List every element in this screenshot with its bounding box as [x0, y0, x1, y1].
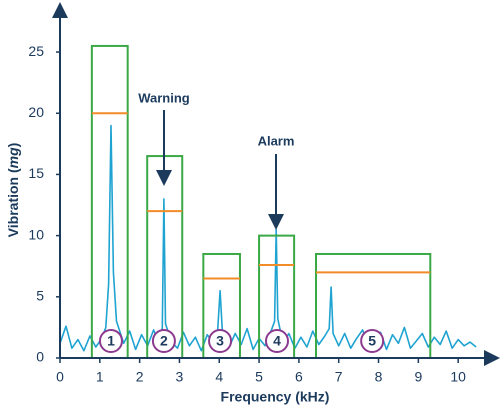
band-marker — [151, 329, 176, 353]
x-tick-label: 6 — [295, 369, 303, 385]
y-title-part: mg — [5, 147, 21, 168]
band-marker — [98, 329, 123, 353]
band-label: 4 — [273, 333, 281, 349]
x-tick-label: 4 — [215, 369, 223, 385]
x-tick-label: 8 — [375, 369, 383, 385]
x-axis-title: Frequency (kHz) — [221, 389, 330, 405]
band-label: 5 — [368, 333, 376, 349]
x-tick-label: 1 — [96, 369, 104, 385]
y-title-part: Vibration ( — [5, 168, 21, 237]
band-label: 3 — [216, 333, 224, 349]
x-tick-label: 2 — [136, 369, 144, 385]
band-marker — [264, 329, 289, 353]
y-title-part: ) — [5, 143, 21, 148]
band-marker — [360, 329, 385, 353]
y-tick-label: 10 — [28, 226, 44, 242]
x-tick-label: 10 — [450, 369, 466, 385]
x-tick-label: 5 — [255, 369, 263, 385]
x-tick-label: 7 — [335, 369, 343, 385]
band-marker — [208, 329, 233, 353]
y-tick-label: 20 — [28, 104, 44, 120]
y-axis-title: Vibration (mg) — [5, 143, 21, 238]
x-tick-label: 9 — [414, 369, 422, 385]
y-tick-label: 15 — [28, 165, 44, 181]
plot-area: 0 1 2 3 4 5 6 7 8 9 10 0 5 10 15 20 25 1 2 3 4 5 — [28, 43, 477, 385]
y-tick-label: 25 — [28, 43, 44, 59]
x-tick-label: 3 — [176, 369, 184, 385]
x-tick-label: 0 — [56, 369, 64, 385]
alarm-annotation: Alarm — [258, 133, 295, 148]
band-label: 2 — [160, 333, 168, 349]
band-label: 1 — [107, 333, 115, 349]
y-tick-label: 5 — [36, 288, 44, 304]
warning-annotation: Warning — [138, 90, 190, 105]
spectrum-line — [59, 124, 477, 352]
y-tick-label: 0 — [36, 349, 44, 365]
